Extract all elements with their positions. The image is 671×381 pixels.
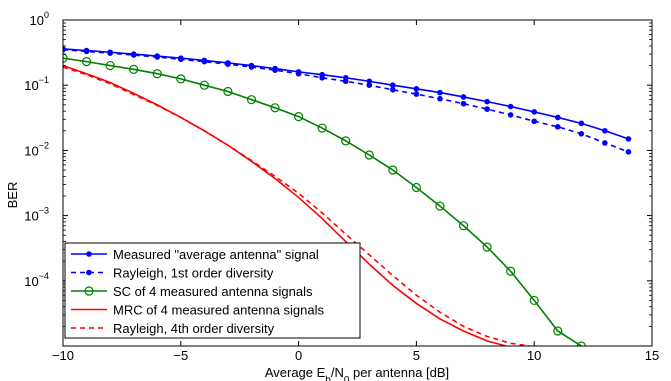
- series-line-3: [63, 57, 582, 346]
- series-3-point: [529, 295, 539, 306]
- series-1-point: [484, 98, 490, 105]
- series-3-point: [152, 69, 162, 79]
- series-2-point: [507, 112, 514, 118]
- series-3-point: [105, 60, 115, 71]
- series-1-point: [507, 103, 514, 110]
- series-3-point: [199, 80, 209, 90]
- legend-marker: [84, 286, 94, 296]
- x-tick-label: −5: [173, 348, 188, 363]
- series-3-point: [341, 136, 351, 146]
- y-tick-label: 10−3: [24, 206, 49, 224]
- legend-marker: [86, 251, 92, 257]
- series-2-point: [130, 52, 137, 58]
- series-2-point: [484, 106, 490, 112]
- y-tick-label: 10−4: [24, 271, 49, 289]
- y-tick-label: 10−2: [24, 140, 49, 158]
- series-group: [63, 46, 632, 346]
- series-2-point: [366, 82, 373, 88]
- x-axis-label: Average Eb/N0 per antenna [dB]: [265, 365, 449, 381]
- series-3-point: [364, 150, 374, 160]
- legend-label-3: SC of 4 measured antenna signals: [113, 284, 313, 299]
- series-3-point: [576, 341, 586, 346]
- series-1-point: [602, 127, 608, 134]
- legend-box: [64, 242, 361, 339]
- series-3-point: [553, 326, 563, 336]
- legend-label-5: Rayleigh, 4th order diversity: [113, 321, 275, 336]
- series-2-point: [154, 54, 161, 60]
- series-line-5: [63, 66, 530, 346]
- series-1-point: [578, 120, 585, 127]
- series-1-point: [366, 78, 373, 85]
- series-2-point: [295, 70, 302, 77]
- series-1-point: [413, 86, 420, 92]
- legend-label-4: MRC of 4 measured antenna signals: [113, 303, 325, 318]
- series-2-point: [248, 64, 255, 70]
- series-3-point: [223, 86, 233, 97]
- series-3-point: [458, 221, 469, 231]
- legend-marker: [86, 269, 92, 276]
- series-2-point: [83, 48, 90, 55]
- legend-label-2: Rayleigh, 1st order diversity: [113, 266, 274, 281]
- series-3-point: [482, 242, 492, 252]
- x-tick-label: 10: [527, 348, 541, 363]
- series-1-point: [554, 114, 561, 121]
- x-tick-label: −10: [52, 348, 74, 363]
- series-3-point: [317, 123, 327, 133]
- series-3-point: [176, 74, 186, 84]
- series-2-point: [413, 91, 420, 97]
- series-1-point: [460, 94, 467, 100]
- plot-frame: [62, 19, 653, 347]
- series-3-point: [81, 57, 92, 67]
- axis-ticks: −10 −5 0 5 10 15 100 10−1 10−2 10−3 10−4: [24, 10, 659, 363]
- series-2-point: [178, 56, 184, 63]
- y-tick-label: 100: [30, 10, 49, 28]
- series-line-1: [63, 48, 629, 140]
- series-2-point: [578, 130, 585, 137]
- series-3-point: [129, 64, 139, 74]
- y-axis-label: BER: [5, 182, 20, 209]
- x-tick-label: 5: [413, 348, 420, 363]
- series-2-point: [602, 140, 608, 146]
- series-2-point: [531, 118, 537, 125]
- series-2-point: [625, 149, 632, 155]
- series-3-point: [63, 53, 68, 63]
- series-2-point: [272, 67, 278, 73]
- series-3-point: [435, 201, 445, 211]
- series-3-point: [411, 182, 421, 193]
- series-2-point: [342, 78, 349, 85]
- x-tick-label: 15: [645, 348, 659, 363]
- x-tick-label: 0: [295, 348, 302, 363]
- series-2-point: [554, 124, 561, 130]
- plot-layer: [63, 46, 632, 346]
- series-2-point: [437, 95, 443, 102]
- series-3-point: [246, 95, 257, 105]
- y-tick-label: 10−1: [24, 75, 49, 93]
- series-1-point: [390, 82, 396, 88]
- series-1-point: [437, 89, 443, 96]
- series-3-point: [388, 165, 398, 175]
- series-2-point: [460, 100, 467, 107]
- series-2-point: [390, 87, 396, 93]
- legend: Measured "average antenna" signal Rayleig…: [64, 242, 361, 339]
- series-3-point: [270, 103, 280, 113]
- series-2-point: [319, 74, 325, 81]
- legend-label-1: Measured "average antenna" signal: [113, 247, 319, 262]
- series-2-point: [225, 61, 231, 67]
- series-2-point: [63, 46, 66, 53]
- series-2-point: [201, 58, 208, 65]
- series-line-4: [63, 64, 507, 346]
- series-3-point: [294, 111, 304, 122]
- series-1-point: [531, 109, 537, 115]
- series-2-point: [107, 50, 113, 56]
- series-3-point: [506, 266, 516, 276]
- series-1-point: [625, 136, 632, 142]
